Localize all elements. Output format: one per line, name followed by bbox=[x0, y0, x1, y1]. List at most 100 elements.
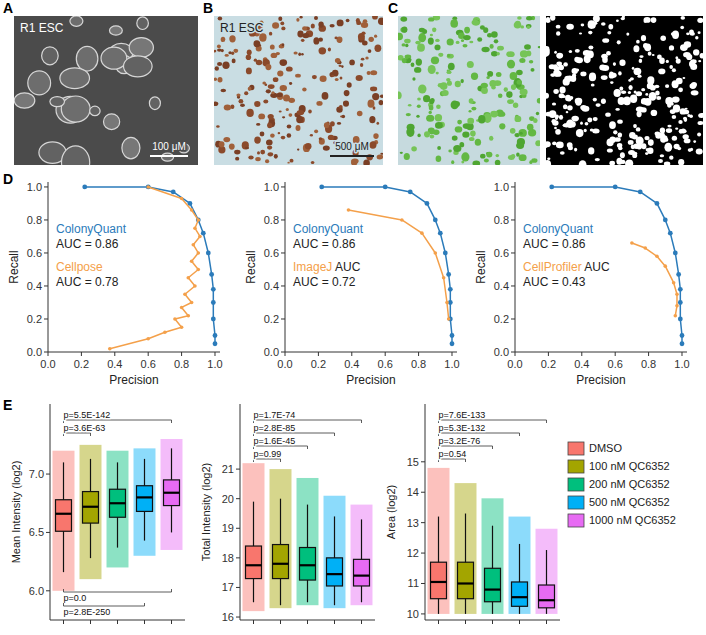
cell-blob bbox=[289, 82, 292, 85]
x-tick-label: 0.8 bbox=[174, 358, 189, 370]
cell-blob bbox=[631, 144, 635, 149]
cell-blob bbox=[225, 54, 229, 57]
pr-chart: 0.00.20.40.60.81.00.00.20.40.60.81.0Prec… bbox=[244, 181, 460, 387]
pr-point bbox=[190, 301, 194, 305]
cell-blob bbox=[698, 60, 701, 62]
cell-blob bbox=[625, 161, 631, 166]
p-bracket bbox=[439, 459, 466, 462]
cell-blob bbox=[579, 160, 587, 165]
cell-blob bbox=[680, 108, 687, 114]
cell-blob bbox=[527, 26, 531, 29]
cell-blob bbox=[271, 91, 274, 94]
cell-blob bbox=[616, 89, 619, 91]
cell-blob bbox=[579, 33, 582, 35]
x-tick bbox=[307, 620, 308, 624]
cell-blob bbox=[637, 75, 641, 78]
cell-blob bbox=[591, 84, 595, 87]
cell-blob bbox=[272, 22, 279, 28]
cell-blob bbox=[570, 121, 576, 127]
cell-blob bbox=[297, 110, 304, 115]
cell-blob bbox=[60, 68, 90, 89]
pr-point bbox=[383, 185, 388, 190]
cell-blob bbox=[447, 39, 454, 46]
p-value: p=5.3E-132 bbox=[439, 423, 486, 433]
point-cloud bbox=[455, 483, 477, 614]
y-axis bbox=[425, 404, 426, 620]
cell-blob bbox=[648, 52, 652, 56]
box bbox=[246, 546, 262, 579]
pr-point bbox=[680, 333, 685, 338]
cell-blob bbox=[417, 105, 421, 108]
cell-blob bbox=[337, 122, 341, 125]
pr-point bbox=[201, 231, 206, 236]
cell-blob bbox=[552, 142, 556, 146]
pr-point bbox=[673, 251, 678, 256]
y-tick bbox=[511, 352, 515, 353]
cell-blob bbox=[658, 159, 663, 163]
cell-blob bbox=[566, 111, 569, 113]
cell-blob bbox=[296, 116, 303, 124]
cell-blob bbox=[430, 134, 435, 138]
cell-blob bbox=[516, 142, 524, 149]
x-tick-label: 0.0 bbox=[507, 358, 522, 370]
cell-blob bbox=[690, 63, 697, 69]
cell-blob bbox=[369, 37, 374, 42]
cell-blob bbox=[556, 53, 563, 58]
x-axis bbox=[515, 352, 687, 353]
cell-blob bbox=[254, 136, 261, 143]
cell-blob bbox=[372, 93, 379, 100]
cell-blob bbox=[666, 60, 669, 63]
pr-point bbox=[183, 292, 187, 296]
cell-blob bbox=[524, 44, 531, 49]
cell-blob bbox=[575, 98, 583, 104]
cell-blob bbox=[62, 146, 90, 165]
cell-blob bbox=[560, 87, 566, 94]
pr-point bbox=[433, 251, 437, 255]
cell-blob bbox=[430, 34, 433, 36]
cell-blob bbox=[602, 38, 609, 43]
point-cloud bbox=[161, 439, 183, 550]
p-value: p=0.54 bbox=[439, 449, 467, 459]
cell-blob bbox=[678, 159, 684, 165]
cell-blob bbox=[369, 141, 376, 148]
cell-blob bbox=[617, 120, 623, 124]
cell-blob bbox=[486, 152, 492, 158]
p-value: p=5.5E-142 bbox=[64, 410, 111, 420]
cell-blob bbox=[411, 146, 417, 151]
cell-blob bbox=[641, 88, 645, 91]
cell-blob bbox=[277, 71, 283, 77]
cell-blob bbox=[700, 53, 703, 58]
cell-blob bbox=[417, 134, 420, 138]
legend-name: ColonyQuant bbox=[56, 222, 127, 236]
cell-blob bbox=[609, 73, 615, 78]
pr-point bbox=[190, 208, 194, 212]
cell-blob bbox=[248, 87, 252, 91]
cell-blob bbox=[287, 133, 292, 137]
cell-blob bbox=[456, 41, 460, 44]
cell-blob bbox=[215, 66, 219, 71]
y-tick bbox=[421, 522, 425, 523]
cell-blob bbox=[516, 70, 523, 75]
y-tick bbox=[44, 285, 48, 286]
cell-blob bbox=[581, 24, 585, 27]
cell-blob bbox=[621, 160, 626, 164]
pr-point bbox=[408, 190, 413, 195]
cell-blob bbox=[672, 115, 677, 119]
cell-blob bbox=[519, 132, 523, 135]
cell-blob bbox=[435, 45, 441, 51]
cell-blob bbox=[442, 90, 449, 96]
cell-blob bbox=[339, 105, 343, 109]
cell-blob bbox=[437, 146, 441, 150]
cell-blob bbox=[414, 67, 421, 73]
y-tick-label: 10 bbox=[407, 608, 419, 620]
cell-blob bbox=[513, 103, 518, 108]
pr-point bbox=[211, 287, 216, 292]
y-axis bbox=[48, 182, 49, 352]
pr-point bbox=[675, 292, 679, 296]
pr-point bbox=[549, 185, 554, 190]
point-cloud bbox=[351, 505, 373, 606]
cell-blob bbox=[592, 129, 599, 134]
cell-blob bbox=[666, 128, 672, 133]
pr-point bbox=[186, 314, 190, 318]
cell-blob bbox=[498, 94, 503, 98]
